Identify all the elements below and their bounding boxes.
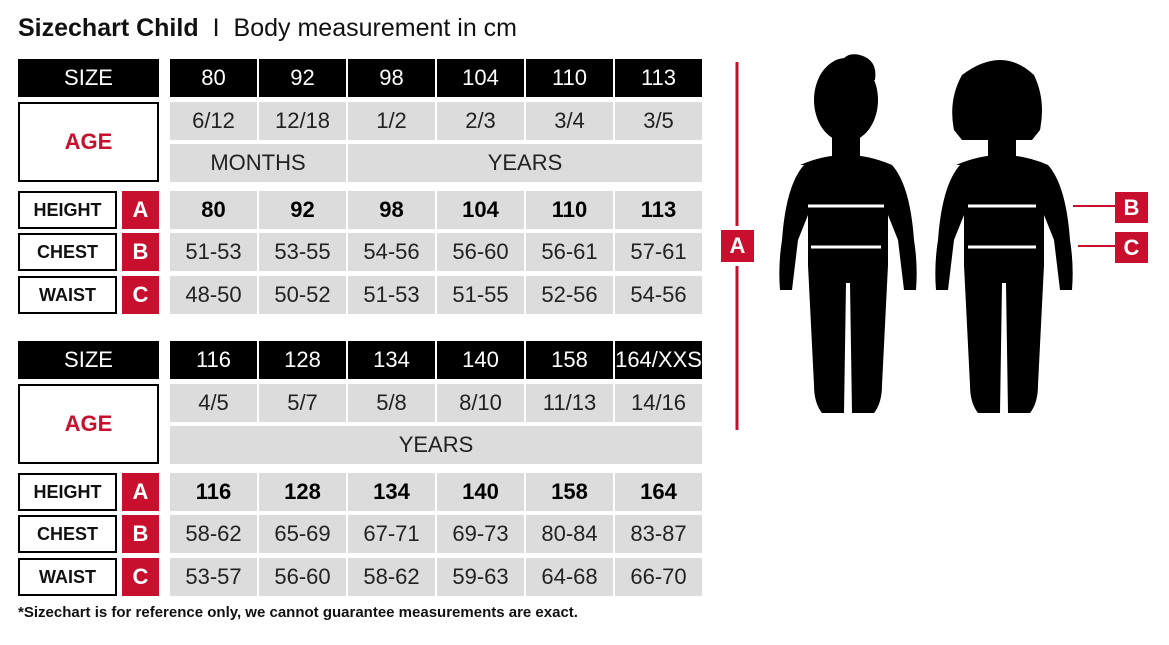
waist-letter-badge: C	[122, 558, 159, 596]
waist-cell: 53-57	[170, 558, 257, 596]
height-cell: 116	[170, 473, 257, 511]
chest-label: CHEST	[18, 515, 117, 553]
height-marker-badge: A	[721, 230, 754, 262]
boy-silhouette-icon	[779, 54, 917, 413]
title-main: Sizechart Child	[18, 14, 199, 42]
chest-cell: 83-87	[615, 515, 702, 553]
waist-cell: 56-60	[259, 558, 346, 596]
height-cell: 158	[526, 473, 613, 511]
size-cell: 110	[526, 59, 613, 97]
size-cell: 98	[348, 59, 435, 97]
waist-cell: 64-68	[526, 558, 613, 596]
age-cell: 1/2	[348, 102, 435, 140]
waist-cell: 51-53	[348, 276, 435, 314]
age-label: AGE	[18, 384, 159, 464]
chest-cell: 69-73	[437, 515, 524, 553]
height-letter-badge: A	[122, 191, 159, 229]
footnote: *Sizechart is for reference only, we can…	[18, 604, 578, 621]
age-cell: 3/4	[526, 102, 613, 140]
age-cell: 11/13	[526, 384, 613, 422]
age-unit-cell: YEARS	[348, 144, 702, 182]
age-cell: 5/7	[259, 384, 346, 422]
size-cell: 80	[170, 59, 257, 97]
size-label: SIZE	[18, 59, 159, 97]
chest-letter-badge: B	[122, 515, 159, 553]
size-cell: 113	[615, 59, 702, 97]
height-cell: 128	[259, 473, 346, 511]
waist-label: WAIST	[18, 276, 117, 314]
waist-cell: 52-56	[526, 276, 613, 314]
size-cell: 92	[259, 59, 346, 97]
age-unit-cell: YEARS	[170, 426, 702, 464]
waist-cell: 59-63	[437, 558, 524, 596]
height-cell: 92	[259, 191, 346, 229]
size-cell: 158	[526, 341, 613, 379]
chest-cell: 65-69	[259, 515, 346, 553]
size-cell: 104	[437, 59, 524, 97]
waist-cell: 51-55	[437, 276, 524, 314]
age-cell: 12/18	[259, 102, 346, 140]
waist-letter-badge: C	[122, 276, 159, 314]
chest-cell: 56-60	[437, 233, 524, 271]
age-cell: 4/5	[170, 384, 257, 422]
waist-cell: 50-52	[259, 276, 346, 314]
height-cell: 164	[615, 473, 702, 511]
height-cell: 98	[348, 191, 435, 229]
age-cell: 5/8	[348, 384, 435, 422]
height-cell: 104	[437, 191, 524, 229]
height-cell: 140	[437, 473, 524, 511]
size-cell: 164/XXS	[615, 341, 702, 379]
chest-cell: 54-56	[348, 233, 435, 271]
age-cell: 6/12	[170, 102, 257, 140]
height-label: HEIGHT	[18, 191, 117, 229]
chest-cell: 51-53	[170, 233, 257, 271]
waist-cell: 58-62	[348, 558, 435, 596]
height-cell: 110	[526, 191, 613, 229]
age-cell: 14/16	[615, 384, 702, 422]
size-cell: 116	[170, 341, 257, 379]
chest-cell: 57-61	[615, 233, 702, 271]
chest-marker-badge: B	[1115, 192, 1148, 223]
height-cell: 80	[170, 191, 257, 229]
chest-cell: 58-62	[170, 515, 257, 553]
size-cell: 134	[348, 341, 435, 379]
title-subtitle: Body measurement in cm	[233, 14, 517, 42]
chest-cell: 67-71	[348, 515, 435, 553]
height-letter-badge: A	[122, 473, 159, 511]
chest-letter-badge: B	[122, 233, 159, 271]
title-separator: I	[212, 14, 220, 42]
age-cell: 3/5	[615, 102, 702, 140]
height-cell: 134	[348, 473, 435, 511]
chest-cell: 53-55	[259, 233, 346, 271]
size-cell: 128	[259, 341, 346, 379]
waist-cell: 66-70	[615, 558, 702, 596]
age-label: AGE	[18, 102, 159, 182]
chest-cell: 80-84	[526, 515, 613, 553]
age-cell: 2/3	[437, 102, 524, 140]
height-cell: 113	[615, 191, 702, 229]
age-unit-cell: MONTHS	[170, 144, 346, 182]
waist-label: WAIST	[18, 558, 117, 596]
chest-cell: 56-61	[526, 233, 613, 271]
size-label: SIZE	[18, 341, 159, 379]
girl-silhouette-icon	[935, 60, 1073, 413]
waist-cell: 48-50	[170, 276, 257, 314]
waist-marker-badge: C	[1115, 232, 1148, 263]
height-label: HEIGHT	[18, 473, 117, 511]
size-cell: 140	[437, 341, 524, 379]
chest-label: CHEST	[18, 233, 117, 271]
age-cell: 8/10	[437, 384, 524, 422]
waist-cell: 54-56	[615, 276, 702, 314]
page-title: Sizechart Child I Body measurement in cm	[18, 14, 517, 43]
